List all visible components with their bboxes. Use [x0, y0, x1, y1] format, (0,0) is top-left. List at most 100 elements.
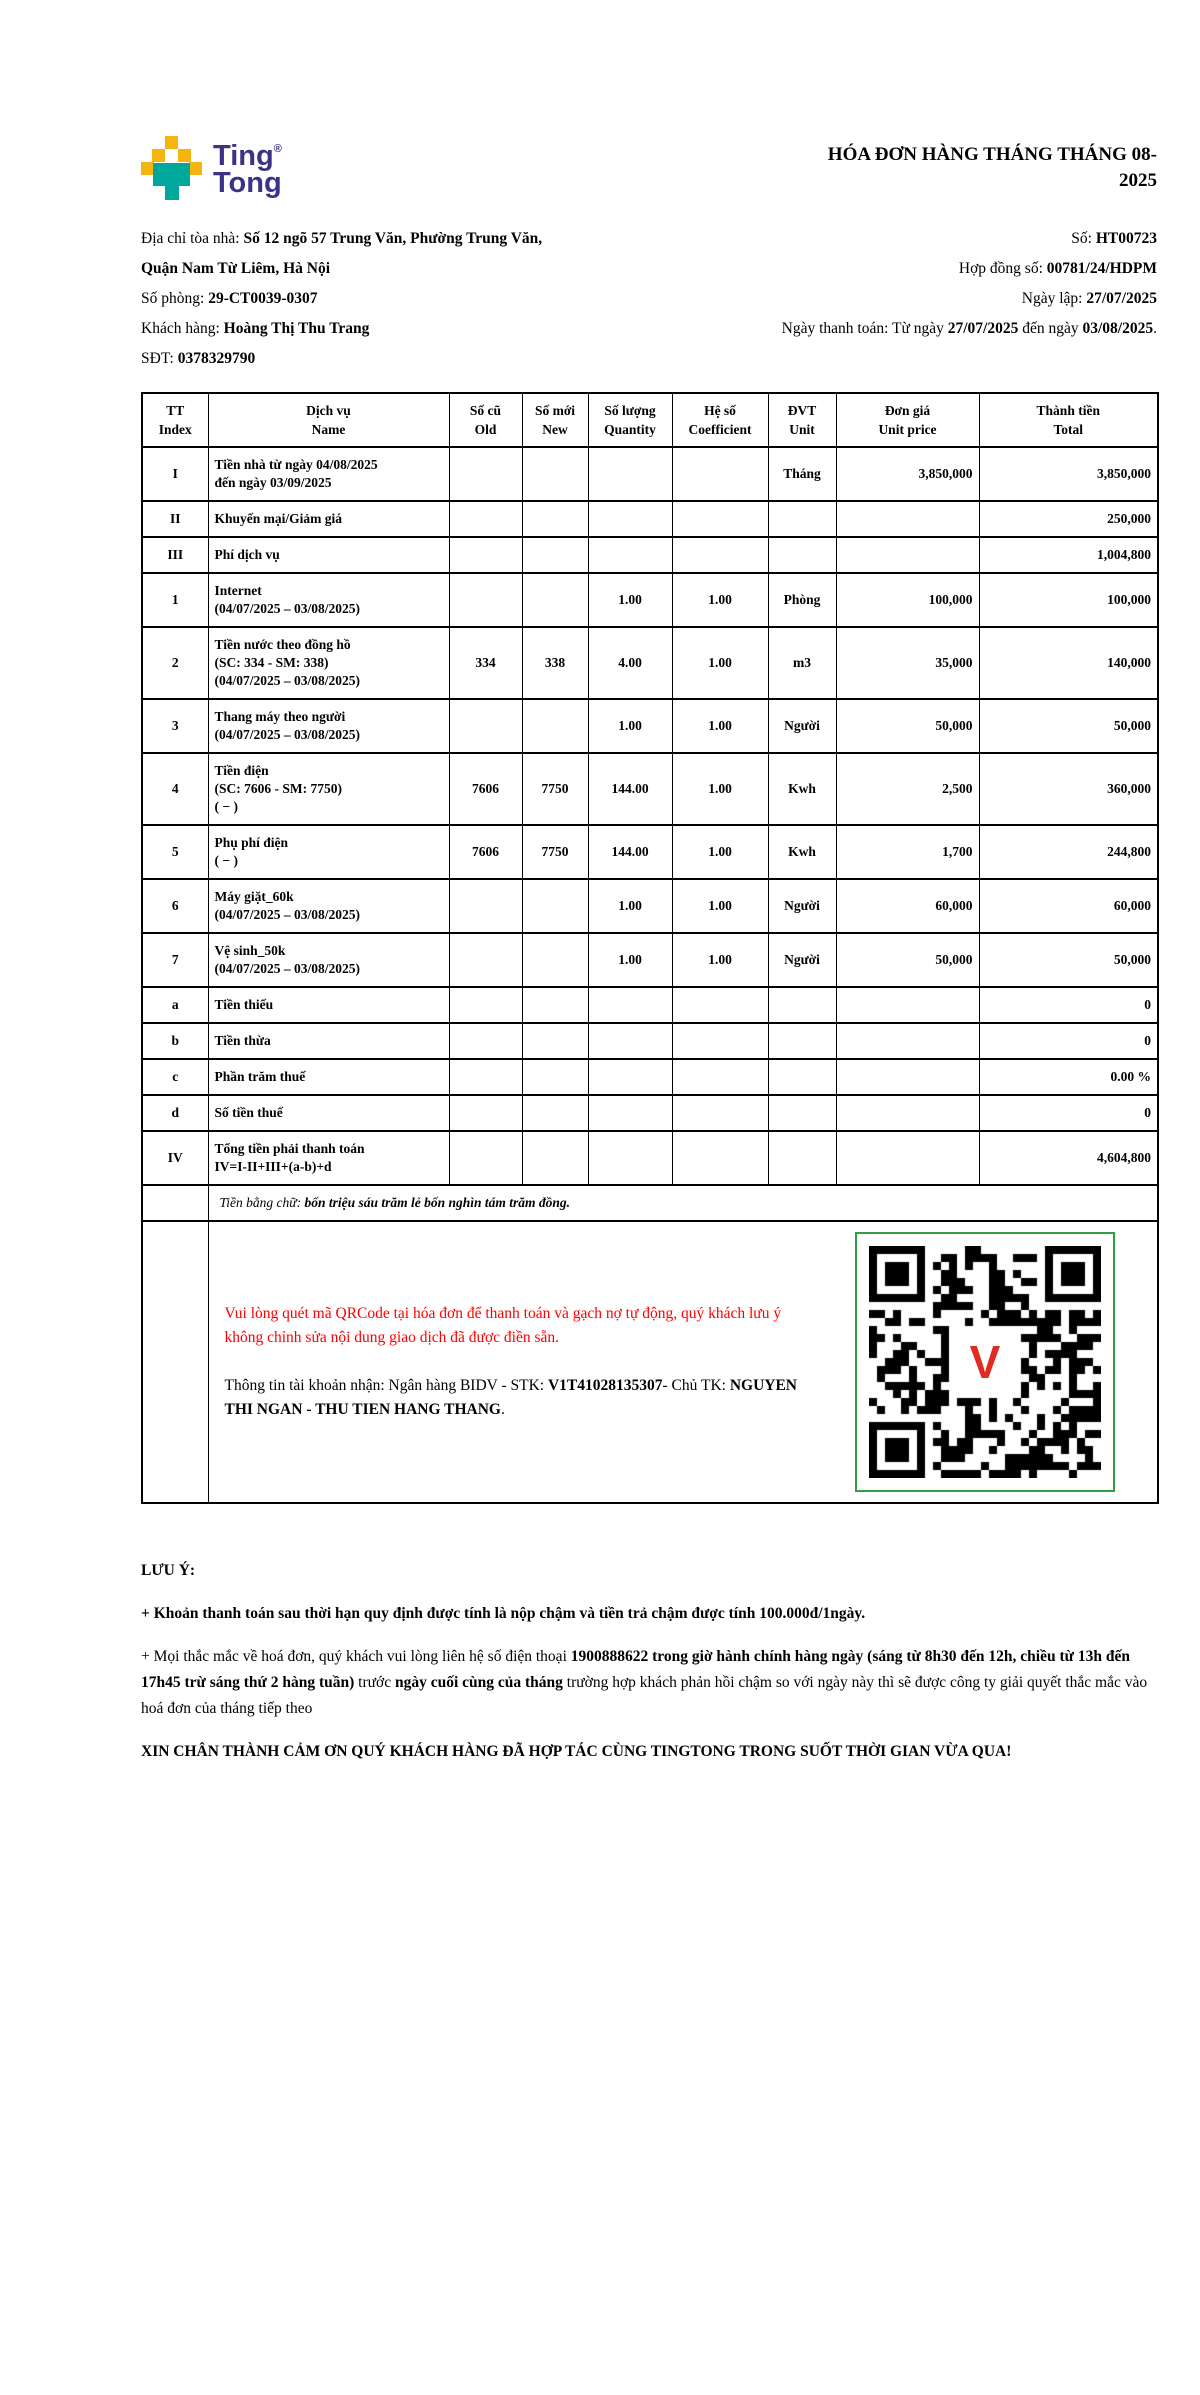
cell-coefficient: 1.00: [671, 824, 769, 880]
cell-service-name: Tiền thiếu: [207, 986, 450, 1024]
cell-service-name: Tiền điện (SC: 7606 - SM: 7750)( − ): [207, 752, 450, 826]
cell-old-reading: [448, 878, 523, 934]
cell-quantity: [587, 986, 673, 1024]
cell-new-reading: 7750: [521, 752, 589, 826]
cell-unit-price: 50,000: [835, 698, 980, 754]
cell-index: 7: [141, 932, 209, 988]
notes-heading: LƯU Ý:: [141, 1562, 196, 1579]
table-row: a Tiền thiếu 0: [141, 986, 1159, 1024]
cell-total: 250,000: [978, 500, 1159, 538]
cell-quantity: [587, 446, 673, 502]
table-row: b Tiền thừa 0: [141, 1022, 1159, 1060]
building-address: Địa chỉ tòa nhà: Số 12 ngõ 57 Trung Văn,…: [141, 230, 543, 247]
cell-coefficient: 1.00: [671, 626, 769, 700]
cell-coefficient: [671, 446, 769, 502]
cell-quantity: 1.00: [587, 932, 673, 988]
table-row: 7 Vệ sinh_50k (04/07/2025 – 03/08/2025) 1…: [141, 932, 1159, 988]
table-row: 6 Máy giặt_60k (04/07/2025 – 03/08/2025) …: [141, 878, 1159, 934]
cell-old-reading: 7606: [448, 752, 523, 826]
cell-new-reading: [521, 1094, 589, 1132]
qr-payment-row: Vui lòng quét mã QRCode tại hóa đơn để t…: [141, 1220, 1159, 1504]
cell-unit: m3: [767, 626, 837, 700]
table-row: d Số tiền thuế 0: [141, 1094, 1159, 1132]
late-payment-note: + Khoản thanh toán sau thời hạn quy định…: [141, 1605, 866, 1622]
cell-quantity: 144.00: [587, 824, 673, 880]
cell-index: a: [141, 986, 209, 1024]
cell-coefficient: [671, 1094, 769, 1132]
cell-unit: [767, 536, 837, 574]
cell-unit-price: 3,850,000: [835, 446, 980, 502]
cell-index: 6: [141, 878, 209, 934]
cell-service-name: Phụ phí điện( − ): [207, 824, 450, 880]
logo-line2: Tong: [213, 167, 282, 199]
cell-coefficient: [671, 1058, 769, 1096]
col-header-unit-price: Đơn giá Unit price: [835, 392, 980, 448]
cell-old-reading: [448, 1058, 523, 1096]
cell-new-reading: [521, 878, 589, 934]
cell-unit-price: 50,000: [835, 932, 980, 988]
cell-total: 244,800: [978, 824, 1159, 880]
qr-center-logo-icon: V: [956, 1333, 1014, 1391]
info-row: SĐT: 0378329790: [141, 350, 1157, 380]
cell-unit: Kwh: [767, 824, 837, 880]
cell-total: 0: [978, 1022, 1159, 1060]
cell-index: 3: [141, 698, 209, 754]
cell-old-reading: [448, 1094, 523, 1132]
cell-coefficient: 1.00: [671, 752, 769, 826]
cell-unit: [767, 986, 837, 1024]
table-row: 4 Tiền điện (SC: 7606 - SM: 7750)( − ) 76…: [141, 752, 1159, 826]
invoice-number: Số: HT00723: [1071, 230, 1157, 247]
bank-account-info: Thông tin tài khoản nhận: Ngân hàng BIDV…: [224, 1377, 798, 1418]
col-header-unit: ĐVT Unit: [767, 392, 837, 448]
cell-new-reading: [521, 446, 589, 502]
invoice-title-line2: 2025: [1119, 170, 1157, 191]
cell-quantity: 144.00: [587, 752, 673, 826]
cell-unit: [767, 1094, 837, 1132]
cell-service-name: Số tiền thuế: [207, 1094, 450, 1132]
cell-old-reading: [448, 446, 523, 502]
cell-service-name: Tiền thừa: [207, 1022, 450, 1060]
table-row: I Tiền nhà từ ngày 04/08/2025 đến ngày 03…: [141, 446, 1159, 502]
cell-old-reading: [448, 572, 523, 628]
cell-unit: Phòng: [767, 572, 837, 628]
customer-name: Khách hàng: Hoàng Thị Thu Trang: [141, 320, 370, 337]
tingtong-logo-text: Ting® Tong: [213, 136, 282, 199]
cell-new-reading: [521, 698, 589, 754]
cell-service-name: Internet (04/07/2025 – 03/08/2025): [207, 572, 450, 628]
tingtong-logo-icon: [141, 136, 203, 200]
contract-number: Hợp đồng số: 00781/24/HDPM: [958, 260, 1157, 277]
table-row: IV Tổng tiền phải thanh toán IV=I-II+III+…: [141, 1130, 1159, 1186]
footer-notes: LƯU Ý: + Khoản thanh toán sau thời hạn q…: [141, 1558, 1157, 1765]
cell-coefficient: 1.00: [671, 698, 769, 754]
col-header-new: Số mới New: [521, 392, 589, 448]
cell-unit-price: 1,700: [835, 824, 980, 880]
cell-index: 4: [141, 752, 209, 826]
cell-new-reading: [521, 536, 589, 574]
cell-total: 0: [978, 986, 1159, 1024]
cell-quantity: [587, 536, 673, 574]
customer-phone: SĐT: 0378329790: [141, 350, 256, 367]
amount-in-words-row: Tiền bằng chữ: bốn triệu sáu trăm lẻ bốn…: [141, 1184, 1159, 1222]
cell-old-reading: [448, 932, 523, 988]
contact-note: + Mọi thắc mắc về hoá đơn, quý khách vui…: [141, 1648, 1148, 1717]
cell-unit: [767, 1022, 837, 1060]
cell-unit-price: [835, 1022, 980, 1060]
cell-new-reading: [521, 932, 589, 988]
cell-new-reading: [521, 1022, 589, 1060]
cell-service-name: Máy giặt_60k (04/07/2025 – 03/08/2025): [207, 878, 450, 934]
cell-total: 4,604,800: [978, 1130, 1159, 1186]
cell-unit-price: [835, 1130, 980, 1186]
payment-period: Ngày thanh toán: Từ ngày 27/07/2025 đến …: [781, 320, 1157, 337]
cell-coefficient: [671, 500, 769, 538]
cell-old-reading: 334: [448, 626, 523, 700]
invoice-page: Ting® Tong HÓA ĐƠN HÀNG THÁNG THÁNG 08- …: [141, 136, 1159, 1765]
cell-unit: Người: [767, 932, 837, 988]
cell-unit: Người: [767, 878, 837, 934]
table-row: 1 Internet (04/07/2025 – 03/08/2025) 1.00…: [141, 572, 1159, 628]
cell-total: 60,000: [978, 878, 1159, 934]
cell-total: 360,000: [978, 752, 1159, 826]
cell-coefficient: [671, 1130, 769, 1186]
cell-unit: [767, 500, 837, 538]
room-number: Số phòng: 29-CT0039-0307: [141, 290, 318, 307]
cell-unit-price: 100,000: [835, 572, 980, 628]
